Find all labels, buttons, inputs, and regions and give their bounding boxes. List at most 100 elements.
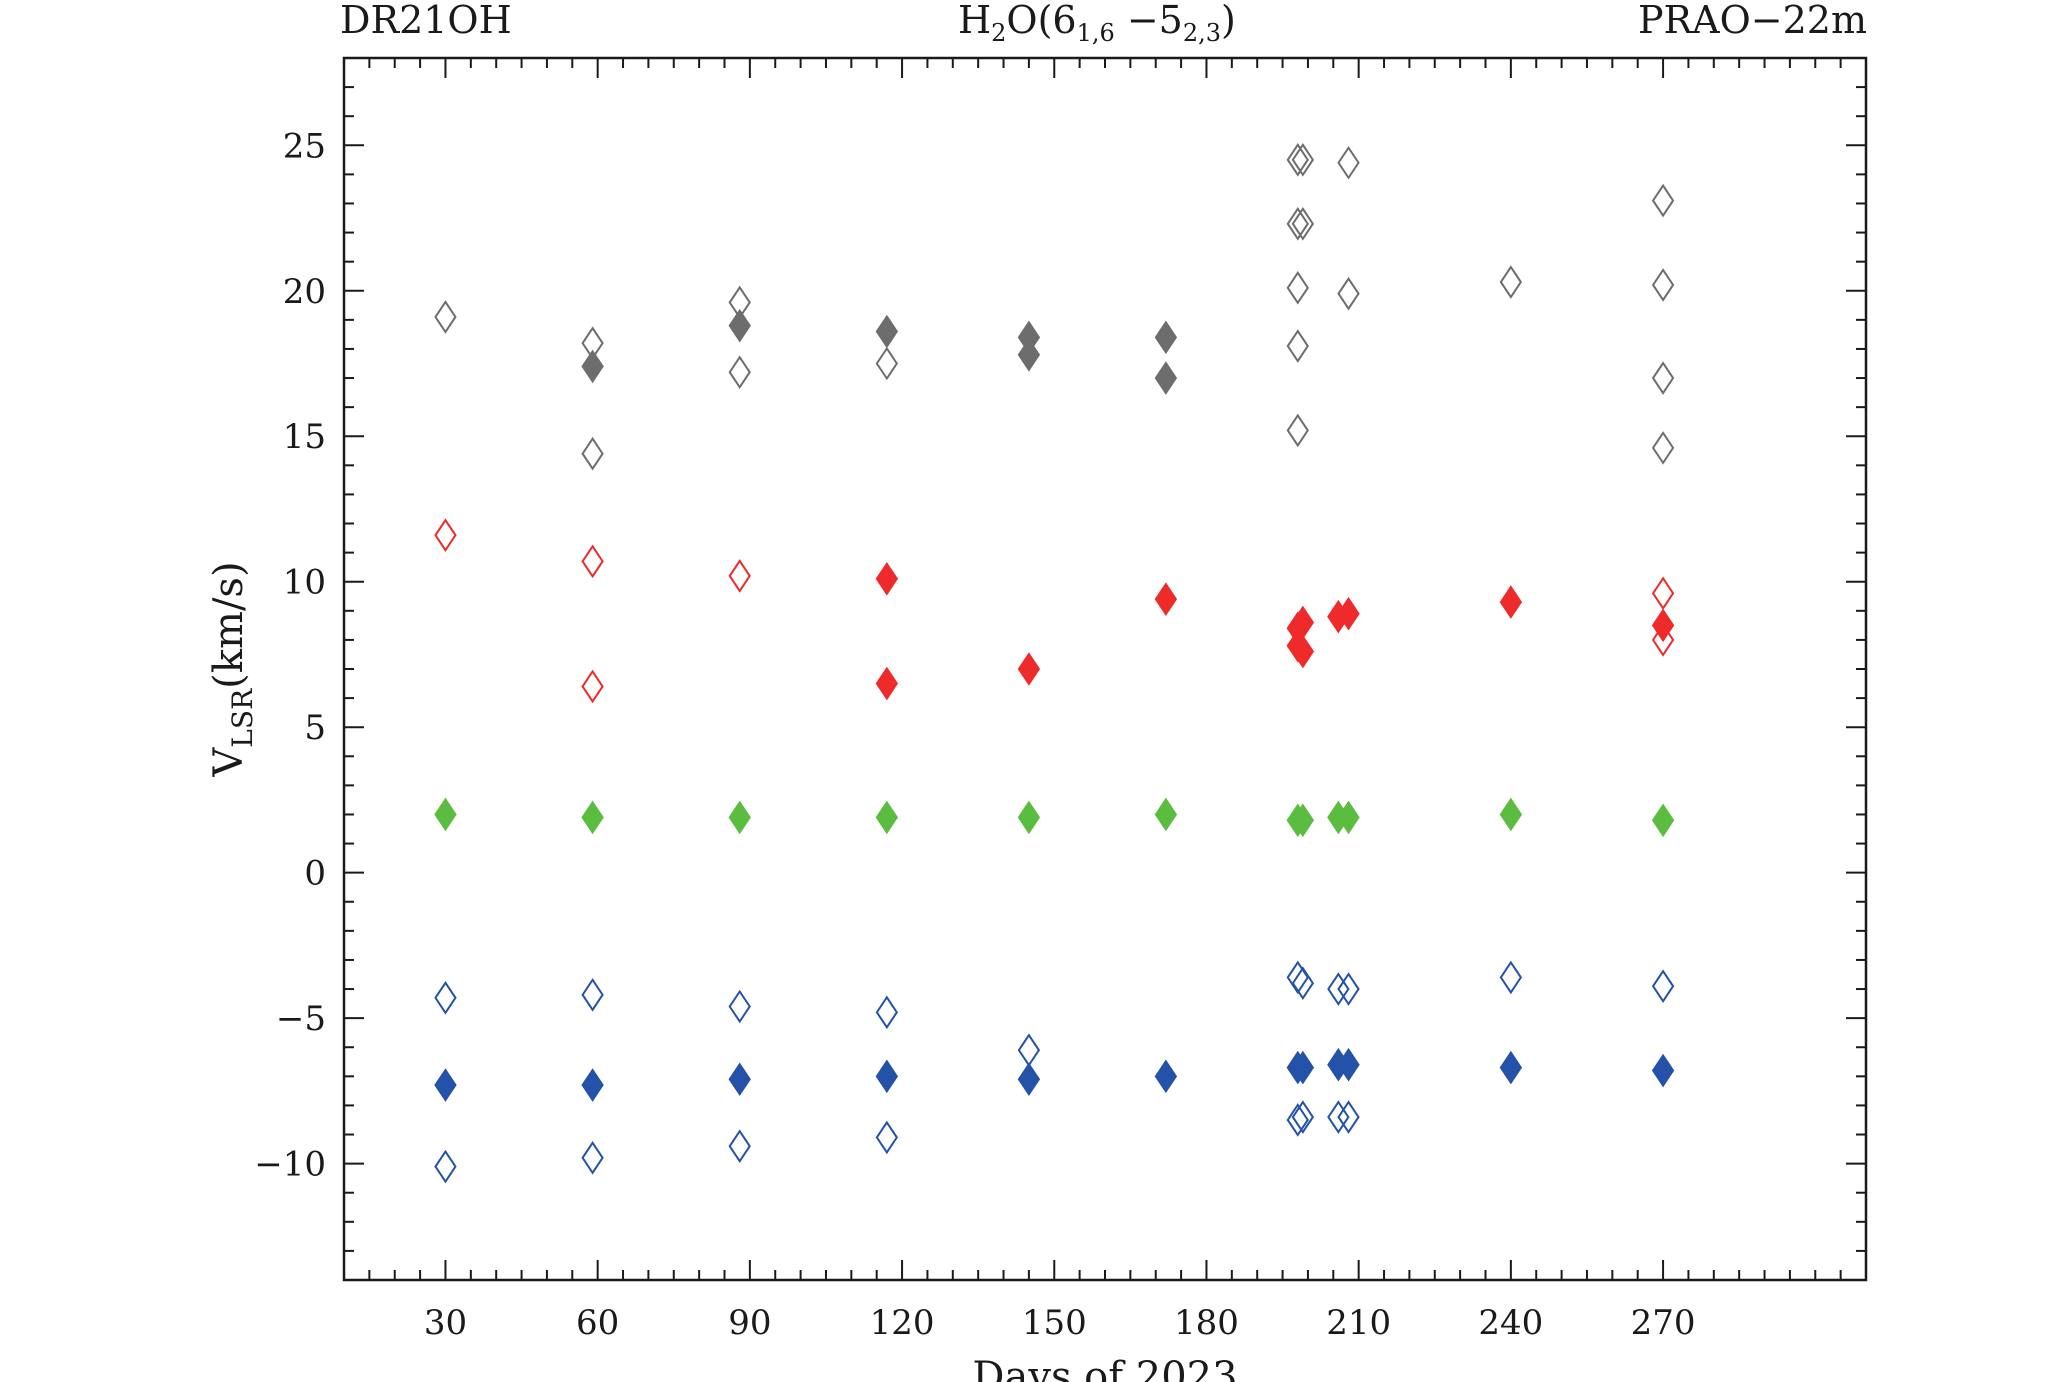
data-point-red-open <box>1651 576 1675 611</box>
data-point-blue-open <box>728 1129 751 1163</box>
data-point-gray-open <box>1291 207 1315 241</box>
data-point-blue-open <box>875 995 899 1030</box>
data-point-gray-open <box>1337 145 1360 180</box>
data-point-gray-open <box>1651 361 1675 395</box>
marks-layer <box>434 143 1675 1184</box>
x-axis-title: Days of 2023 <box>972 1354 1237 1382</box>
y-tick-label: 5 <box>304 708 326 748</box>
data-point-gray-filled <box>581 349 604 384</box>
data-point-red-filled <box>875 666 899 701</box>
source-label: DR21OH <box>340 0 512 42</box>
data-point-red-filled <box>1154 582 1178 616</box>
y-axis-title-rest: (km/s) <box>206 561 252 688</box>
y-tick-label: 15 <box>283 417 326 457</box>
series-green-filled <box>434 797 1675 838</box>
data-point-gray-open <box>1651 183 1675 218</box>
data-point-red-filled <box>1017 652 1041 686</box>
data-point-gray-open <box>1286 329 1309 363</box>
y-tick-label: 10 <box>283 563 326 603</box>
data-point-gray-open <box>434 300 457 334</box>
x-tick-label: 270 <box>1631 1303 1696 1343</box>
data-point-blue-filled <box>1017 1062 1041 1097</box>
data-point-blue-filled <box>1651 1053 1675 1088</box>
data-point-green-filled <box>728 800 751 835</box>
series-red-filled <box>875 562 1675 701</box>
data-point-gray-filled <box>1154 320 1178 355</box>
data-point-blue-filled <box>875 1059 899 1094</box>
series-gray-open <box>434 143 1675 471</box>
y-tick-label: 25 <box>283 126 326 166</box>
series-blue-open <box>434 960 1675 1184</box>
y-tick-label: −10 <box>254 1145 326 1185</box>
y-axis-title-main: V <box>206 747 252 778</box>
data-point-blue-filled <box>581 1068 604 1102</box>
data-point-blue-open <box>1499 960 1523 995</box>
y-tick-label: 20 <box>283 272 326 312</box>
data-point-green-filled <box>1291 803 1315 838</box>
data-point-blue-filled <box>728 1062 751 1097</box>
x-tick-label: 90 <box>728 1303 771 1343</box>
data-point-green-filled <box>1499 797 1523 832</box>
title-sub-2: 2 <box>991 19 1007 47</box>
data-point-gray-open <box>728 355 751 390</box>
data-point-red-filled <box>1499 585 1523 619</box>
data-point-gray-open <box>1286 271 1309 305</box>
data-point-blue-open <box>1651 969 1675 1003</box>
title-mid: O(6 <box>1006 0 1077 42</box>
ticks-layer <box>343 57 1867 1281</box>
x-tick-label: 150 <box>1022 1303 1087 1343</box>
x-tick-label: 240 <box>1478 1303 1543 1343</box>
data-point-gray-open <box>1651 431 1675 465</box>
data-point-red-filled <box>1337 596 1360 631</box>
labels-layer: 30 60 90 120 150 180 210 240 270 −10 −5 0 5 10 15 20 25 <box>254 126 1695 1343</box>
data-point-green-filled <box>434 797 457 832</box>
title-sub-lower: 2,3 <box>1182 19 1222 47</box>
data-point-blue-open <box>728 989 751 1024</box>
transition-title: H2O(61,6 −52,3) <box>958 0 1236 53</box>
series-red-open <box>434 518 1675 704</box>
series-gray-filled <box>581 308 1178 395</box>
data-point-blue-open <box>1337 1100 1360 1134</box>
data-point-gray-open <box>1499 265 1523 299</box>
data-point-blue-open <box>1291 966 1315 1001</box>
x-tick-label: 180 <box>1174 1303 1239 1343</box>
series-blue-filled <box>434 1047 1675 1102</box>
data-point-blue-open <box>1327 972 1350 1006</box>
data-point-gray-open <box>1651 268 1675 302</box>
data-point-blue-open <box>1017 1033 1041 1067</box>
data-point-blue-filled <box>1154 1059 1178 1094</box>
data-point-blue-filled <box>1291 1050 1315 1085</box>
data-point-blue-open <box>1327 1100 1350 1134</box>
data-point-green-filled <box>1651 803 1675 838</box>
title-dash: −5 <box>1114 0 1183 42</box>
data-point-blue-open <box>1337 972 1360 1006</box>
data-point-blue-open <box>1291 1100 1315 1134</box>
data-point-gray-open <box>875 346 899 381</box>
data-point-green-filled <box>581 800 604 835</box>
x-tick-label: 60 <box>576 1303 619 1343</box>
data-point-blue-filled <box>1337 1047 1360 1082</box>
data-point-green-filled <box>1017 800 1041 835</box>
data-point-blue-open <box>434 980 457 1015</box>
data-point-gray-open <box>581 436 604 471</box>
data-point-red-open <box>1651 623 1675 657</box>
data-point-green-filled <box>875 800 899 835</box>
data-point-blue-open <box>581 1140 604 1175</box>
x-tick-label: 120 <box>870 1303 935 1343</box>
data-point-gray-filled <box>875 314 899 349</box>
data-point-blue-open <box>434 1149 457 1184</box>
plot-frame <box>342 56 1868 1282</box>
title-h: H <box>958 0 992 42</box>
data-point-gray-open <box>1286 413 1309 448</box>
data-point-red-filled <box>1651 608 1675 643</box>
data-point-gray-open <box>1291 143 1315 177</box>
data-point-red-open <box>581 544 604 579</box>
data-point-blue-open <box>581 978 604 1012</box>
telescope-label: PRAO−22m <box>1637 0 1867 42</box>
y-axis-title-sub: LSR <box>226 688 259 748</box>
data-point-red-filled <box>875 562 899 596</box>
data-point-green-filled <box>1154 797 1178 832</box>
y-axis-title: VLSR(km/s) <box>206 561 259 777</box>
data-point-gray-filled <box>1154 361 1178 395</box>
